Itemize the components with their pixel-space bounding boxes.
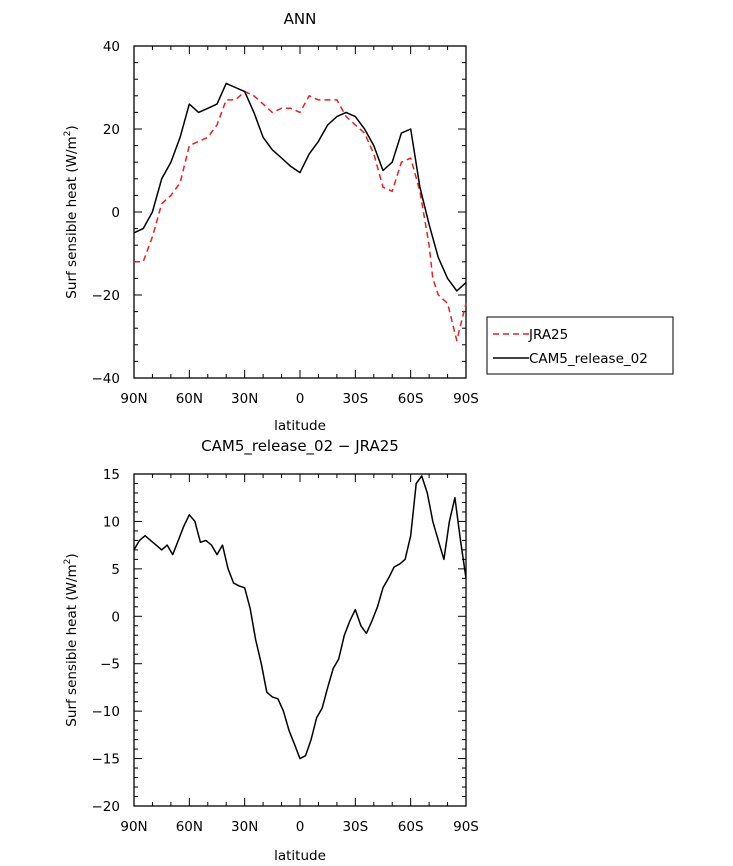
y-tick-label: 20 [103, 122, 120, 138]
x-tick-label: 60N [176, 391, 203, 407]
x-tick-label: 30N [231, 391, 258, 407]
y-axis-label: Surf sensible heat (W/m2) [63, 125, 80, 298]
y-axis-label-tail: ) [64, 125, 80, 130]
y-tick-label: 40 [103, 39, 120, 55]
y-tick-label: −40 [92, 371, 121, 387]
x-tick-label: 0 [296, 819, 305, 835]
x-tick-label: 0 [296, 391, 305, 407]
chart-title: CAM5_release_02 − JRA25 [201, 437, 399, 456]
y-axis-label-superscript: 2 [63, 559, 73, 565]
y-tick-label: −5 [100, 657, 120, 673]
y-axis-label-main: Surf sensible heat (W/m [64, 564, 80, 726]
y-tick-label: 10 [103, 514, 120, 530]
x-tick-label: 90N [120, 391, 147, 407]
y-tick-label: −10 [92, 704, 121, 720]
y-axis-label-superscript: 2 [63, 131, 73, 137]
x-tick-label: 30S [342, 391, 368, 407]
legend-label-jra25: JRA25 [528, 327, 568, 343]
x-tick-label: 60S [398, 391, 424, 407]
x-tick-label: 60S [398, 819, 424, 835]
x-axis-label: latitude [274, 848, 326, 864]
x-tick-label: 90N [120, 819, 147, 835]
x-tick-label: 30N [231, 819, 258, 835]
y-tick-label: −20 [92, 799, 121, 815]
y-tick-label: 15 [103, 467, 120, 483]
legend-label-cam5-release-02: CAM5_release_02 [529, 351, 648, 367]
chart-difference: CAM5_release_02 − JRA25 90N 60N 30N 0 30S 60S 9… [63, 437, 479, 864]
series-line-cam5-release-02 [133, 82, 467, 292]
y-tick-label: −15 [92, 752, 121, 768]
y-tick-label: 0 [111, 609, 120, 625]
chart-ann: ANN 90N 60N 30N 0 30S 60S 90S −40 −20 0 20 40 latitud… [63, 10, 674, 434]
legend-box [486, 316, 674, 375]
plot-frame [133, 45, 467, 379]
x-tick-label: 90S [453, 391, 479, 407]
series-line-jra25 [134, 90, 467, 342]
plot-frame [133, 473, 467, 807]
y-axis-label-tail: ) [64, 553, 80, 558]
chart-title: ANN [284, 10, 317, 28]
x-tick-label: 60N [176, 819, 203, 835]
x-tick-label: 90S [453, 819, 479, 835]
y-tick-label: −20 [92, 288, 121, 304]
x-tick-label: 30S [342, 819, 368, 835]
series-line-difference [133, 475, 467, 760]
y-tick-label: 5 [111, 562, 120, 578]
y-axis-label-main: Surf sensible heat (W/m [64, 136, 80, 298]
y-axis-label: Surf sensible heat (W/m2) [63, 553, 80, 726]
y-tick-label: 0 [111, 205, 120, 221]
x-axis-label: latitude [274, 418, 326, 434]
